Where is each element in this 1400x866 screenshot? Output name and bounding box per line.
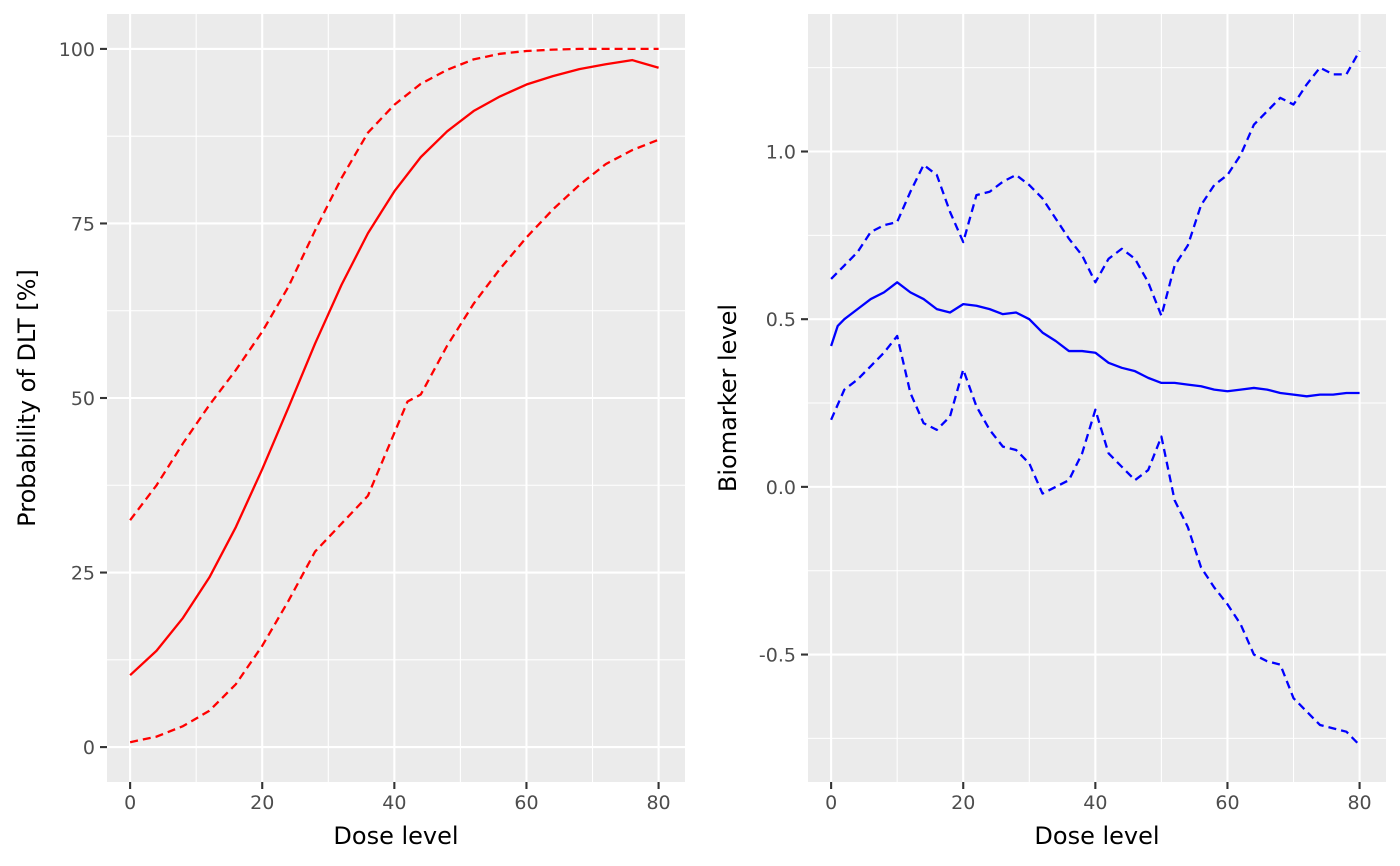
- y-tick-label: 0.0: [766, 477, 796, 499]
- x-tick-label: 0: [825, 792, 837, 814]
- x-tick-label: 80: [1347, 792, 1371, 814]
- dashed-bound-line-1: [830, 50, 1361, 317]
- plot-area: [808, 14, 1386, 782]
- y-tick-label: 100: [59, 39, 95, 61]
- series-layer: [830, 50, 1361, 746]
- y-axis-title: Probability of DLT [%]: [13, 269, 41, 527]
- dlt-probability-chart: 0 20 40 60 80 0 25 50 75 100 Dose level Probabili…: [13, 14, 685, 850]
- axis-ticks: 0 20 40 60 80 0 25 50 75 100: [59, 39, 671, 814]
- x-tick-label: 60: [514, 792, 538, 814]
- dashed-bound-line-2: [129, 138, 660, 744]
- x-tick-label: 40: [382, 792, 406, 814]
- x-tick-label: 60: [1215, 792, 1239, 814]
- y-tick-label: 50: [71, 388, 95, 410]
- y-tick-label: -0.5: [759, 645, 796, 667]
- x-tick-label: 80: [646, 792, 670, 814]
- dashed-bound-line-1: [129, 47, 659, 521]
- major-gridlines: [107, 14, 685, 782]
- biomarker-level-chart: 0 20 40 60 80 -0.5 0.0 0.5 1.0 Dose level Biomar…: [714, 14, 1386, 850]
- dashed-bound-line-2: [830, 334, 1361, 746]
- y-tick-label: 0: [83, 737, 95, 759]
- major-gridlines: [808, 14, 1386, 782]
- y-axis-title: Biomarker level: [714, 304, 742, 492]
- x-tick-label: 20: [250, 792, 274, 814]
- axis-ticks: 0 20 40 60 80 -0.5 0.0 0.5 1.0: [759, 142, 1372, 814]
- x-tick-label: 0: [124, 792, 136, 814]
- solid-estimate-line-0: [830, 281, 1360, 398]
- x-tick-label: 20: [951, 792, 975, 814]
- solid-estimate-line-0: [129, 58, 659, 677]
- y-tick-label: 1.0: [766, 142, 796, 164]
- y-tick-label: 75: [71, 213, 95, 235]
- y-tick-label: 25: [71, 563, 95, 585]
- x-axis-title: Dose level: [1034, 822, 1159, 850]
- x-tick-label: 40: [1083, 792, 1107, 814]
- y-tick-label: 0.5: [766, 309, 796, 331]
- x-axis-title: Dose level: [333, 822, 458, 850]
- series-layer: [129, 47, 660, 744]
